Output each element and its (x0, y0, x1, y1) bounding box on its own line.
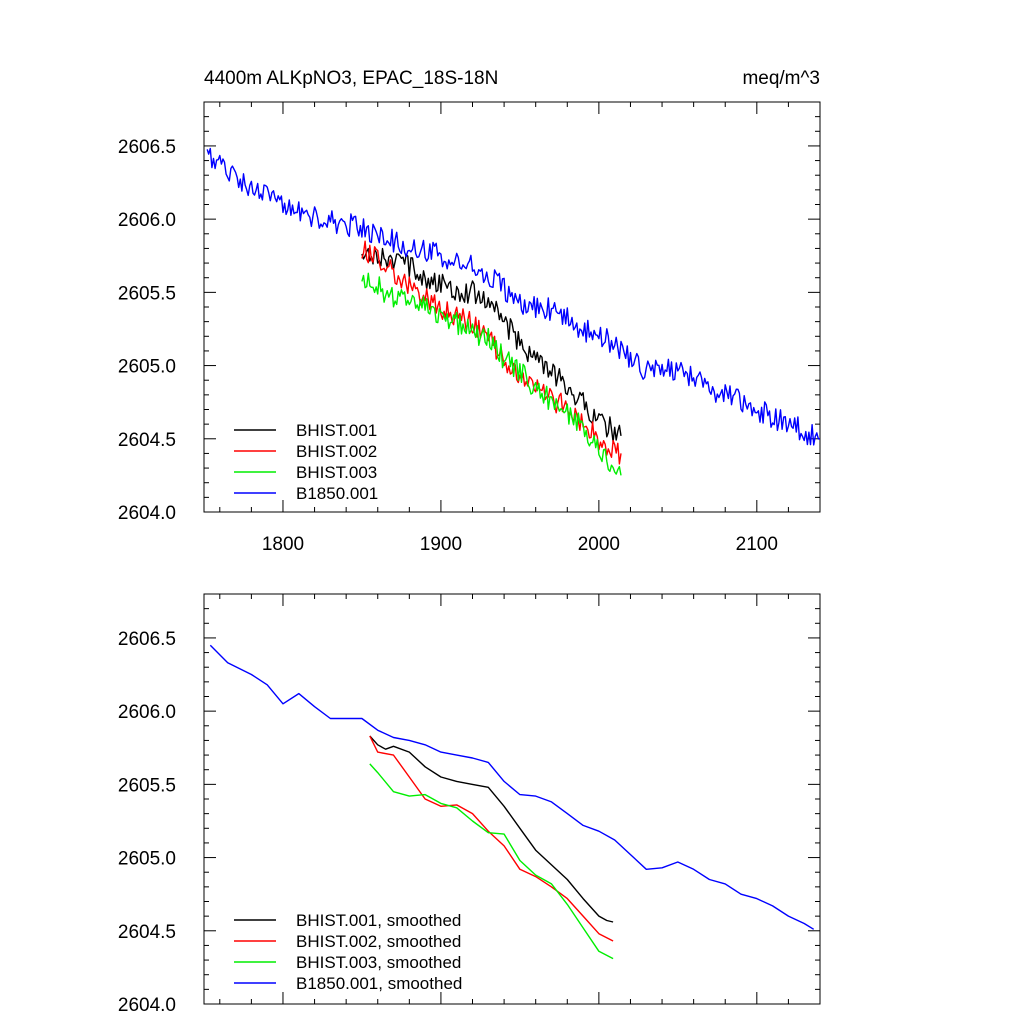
y-tick-label: 2605.5 (118, 775, 176, 796)
chart-units: meq/m^3 (742, 68, 820, 89)
y-tick-label: 2604.5 (118, 430, 176, 451)
y-tick-label: 2606.5 (118, 629, 176, 650)
legend-label: BHIST.003 (296, 463, 377, 482)
series-line-bhist-002-smoothed (369, 735, 614, 942)
series-line-bhist-003 (361, 272, 622, 476)
legend-label: B1850.001, smoothed (296, 974, 462, 993)
bottom-panel: 2604.0 2604.5 2605.0 2605.5 2606.0 2606.5 BHIS… (118, 593, 821, 1016)
y-tick-label: 2606.0 (118, 702, 176, 723)
y-tick-label: 2606.5 (118, 137, 176, 158)
top-panel: 1800 1900 2000 2100 2604.0 2604.5 2605.0 2605.5… (118, 68, 821, 555)
y-tick-label: 2605.5 (118, 283, 176, 304)
x-tick-label: 1800 (262, 534, 304, 555)
y-tick-label: 2605.0 (118, 357, 176, 378)
series-line-bhist-001-smoothed (369, 735, 614, 923)
legend-label: BHIST.001, smoothed (296, 911, 461, 930)
x-tick-label: 2100 (736, 534, 778, 555)
y-tick-label: 2604.0 (118, 503, 176, 524)
y-tick-label: 2606.0 (118, 210, 176, 231)
x-tick-label: 1900 (420, 534, 462, 555)
y-tick-label: 2604.5 (118, 922, 176, 943)
legend-label: B1850.001 (296, 484, 378, 503)
y-tick-label: 2604.0 (118, 995, 176, 1016)
series-line-bhist-002 (361, 240, 622, 465)
series-line-b1850-001-smoothed (209, 644, 815, 930)
series-line-bhist-001 (361, 247, 622, 443)
series-line-bhist-003-smoothed (369, 763, 614, 960)
series-line-b1850-001 (206, 147, 821, 446)
chart-title: 4400m ALKpNO3, EPAC_18S-18N (204, 68, 498, 89)
y-tick-label: 2605.0 (118, 849, 176, 870)
legend-label: BHIST.001 (296, 421, 377, 440)
legend-label: BHIST.003, smoothed (296, 953, 461, 972)
legend-label: BHIST.002, smoothed (296, 932, 461, 951)
x-tick-label: 2000 (578, 534, 620, 555)
legend-label: BHIST.002 (296, 442, 377, 461)
